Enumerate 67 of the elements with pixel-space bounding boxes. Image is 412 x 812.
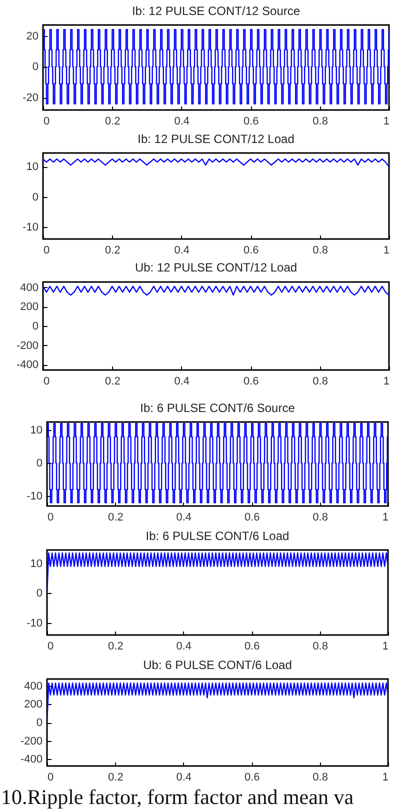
y-tick-label: -20 — [22, 92, 38, 104]
x-tick-label: 0.4 — [174, 376, 190, 388]
chart-title: Ib: 12 PULSE CONT/12 Load — [138, 132, 294, 146]
y-tick-label: -200 — [20, 735, 42, 748]
x-tick-label: 0 — [48, 640, 54, 652]
x-tick-label: 1 — [382, 512, 388, 524]
x-tick-label: 0 — [44, 116, 50, 128]
x-tick-label: 0.4 — [176, 640, 192, 652]
text: 10.Ripple factor, form factor and mean va — [1, 785, 354, 809]
x-tick-label: 1 — [383, 244, 390, 256]
y-tick-label: 10 — [30, 558, 42, 570]
x-tick-label: 0.6 — [244, 640, 260, 652]
x-tick-label: 1 — [382, 772, 388, 784]
x-tick-label: 0.6 — [244, 512, 260, 524]
x-tick-label: 0.8 — [312, 376, 328, 388]
x-tick-label: 0.8 — [312, 116, 328, 128]
x-tick-label: 0.2 — [105, 376, 120, 388]
y-tick-label: 200 — [24, 698, 42, 711]
y-tick-label: 20 — [26, 30, 38, 42]
x-tick-label: 0.4 — [174, 116, 190, 128]
x-tick-label: 0 — [44, 376, 50, 388]
chart-title: Ub: 6 PULSE CONT/6 Load — [143, 658, 292, 672]
line-series — [47, 682, 388, 724]
x-tick-label: 0.6 — [244, 772, 260, 784]
x-tick-label: 0.4 — [174, 244, 190, 256]
y-tick-label: -400 — [20, 754, 42, 766]
y-tick-label: -10 — [22, 221, 38, 234]
x-tick-label: 0.2 — [108, 772, 124, 784]
x-tick-label: 0.2 — [105, 244, 120, 256]
y-tick-label: 0 — [36, 717, 42, 729]
x-tick-label: 0.4 — [176, 512, 192, 524]
y-tick-label: 10 — [26, 161, 38, 174]
line-series — [43, 158, 389, 168]
x-tick-label: 0 — [48, 772, 54, 784]
chart-title: Ib: 6 PULSE CONT/6 Load — [146, 529, 290, 543]
y-tick-label: -200 — [16, 340, 38, 352]
y-tick-label: 200 — [20, 301, 38, 314]
y-tick-label: -400 — [16, 359, 38, 372]
x-tick-label: 0.4 — [176, 772, 192, 784]
chart-title: Ub: 12 PULSE CONT/12 Load — [134, 260, 298, 274]
x-tick-label: 0.2 — [108, 512, 124, 524]
y-tick-label: 0 — [36, 588, 42, 600]
x-tick-label: 1 — [383, 376, 390, 388]
x-tick-label: 0.8 — [312, 244, 328, 256]
x-tick-label: 1 — [382, 640, 388, 652]
x-tick-label: 0.8 — [312, 772, 328, 784]
x-tick-label: 0.2 — [108, 640, 124, 652]
x-tick-label: 0 — [48, 512, 54, 524]
y-tick-label: 10 — [30, 424, 42, 437]
x-tick-label: 0.2 — [105, 116, 120, 128]
y-tick-label: 0 — [32, 191, 38, 204]
x-tick-label: 0.8 — [312, 640, 328, 652]
chart-title: Ib: 12 PULSE CONT/12 Source — [132, 4, 300, 18]
x-tick-label: 0 — [44, 244, 50, 256]
y-tick-label: 0 — [32, 320, 38, 332]
y-tick-label: 0 — [36, 458, 42, 470]
y-tick-label: -10 — [26, 618, 42, 630]
x-tick-label: 0.6 — [243, 116, 259, 128]
y-tick-label: 400 — [20, 282, 38, 294]
y-tick-label: 400 — [24, 680, 42, 692]
x-tick-label: 0.8 — [312, 512, 328, 524]
x-tick-label: 0.6 — [243, 244, 259, 256]
x-tick-label: 1 — [383, 116, 390, 128]
x-tick-label: 0.6 — [243, 376, 259, 388]
chart-title: Ib: 6 PULSE CONT/6 Source — [140, 401, 296, 415]
y-tick-label: 0 — [32, 61, 38, 74]
y-tick-label: -10 — [26, 490, 42, 503]
